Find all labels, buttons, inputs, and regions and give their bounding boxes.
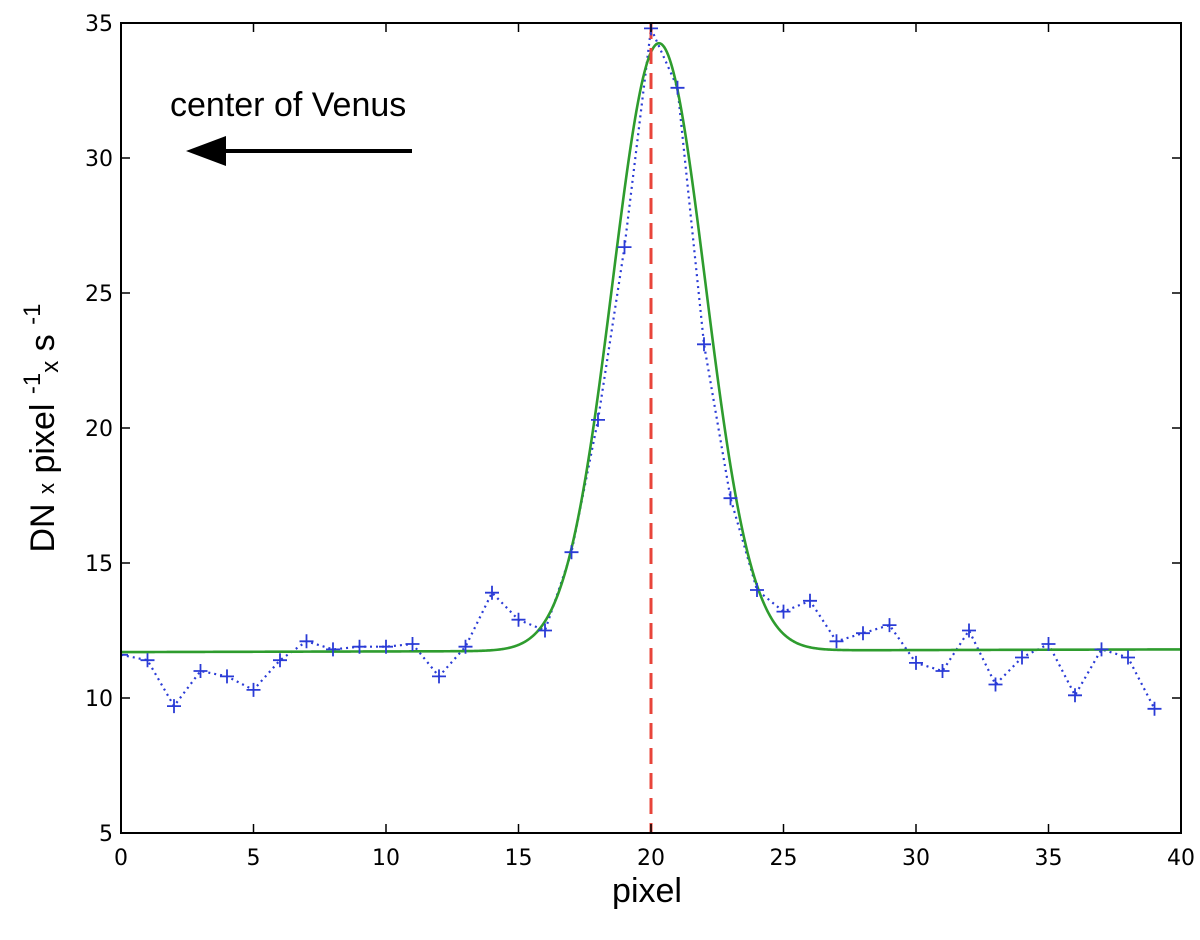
data-point xyxy=(326,642,340,657)
x-tick-label: 10 xyxy=(372,846,400,871)
y-tick-label: 20 xyxy=(85,417,113,442)
data-point xyxy=(246,682,261,697)
data-point xyxy=(697,337,711,352)
data-point xyxy=(379,639,393,654)
data-point xyxy=(167,699,181,714)
y-tick-label: 35 xyxy=(85,12,113,37)
data-point xyxy=(856,626,870,641)
x-tick-label: 35 xyxy=(1035,846,1063,871)
y-axis-title-unit: s xyxy=(24,334,62,351)
data-point xyxy=(776,604,791,619)
y-tick-label: 25 xyxy=(85,282,113,307)
y-tick-label: 15 xyxy=(85,552,113,577)
x-tick-label: 15 xyxy=(505,846,533,871)
data-point xyxy=(750,583,764,597)
data-point xyxy=(485,585,499,600)
data-point xyxy=(617,240,632,255)
data-point xyxy=(1147,701,1162,716)
data-point xyxy=(882,618,897,633)
x-tick-label: 20 xyxy=(637,846,665,871)
data-point xyxy=(962,623,976,638)
x-tick-label: 0 xyxy=(114,846,128,871)
x-tick-label: 30 xyxy=(902,846,930,871)
data-point xyxy=(220,669,234,684)
data-point xyxy=(1041,637,1056,651)
plot-area xyxy=(121,23,1181,833)
svg-text:DN x pixel -1x s -1: DN x pixel -1x s -1 xyxy=(19,304,66,553)
y-axis-title-base: DN xyxy=(24,503,62,552)
data-point xyxy=(591,412,605,427)
data-point xyxy=(352,639,367,654)
data-point xyxy=(803,593,817,608)
annotation-text: center of Venus xyxy=(170,86,406,124)
y-tick-label: 5 xyxy=(99,822,113,847)
y-axis-title-exp2: -1 xyxy=(19,304,46,325)
y-tick-label: 30 xyxy=(85,147,113,172)
data-point xyxy=(432,669,446,684)
data-point xyxy=(299,634,314,649)
data-point xyxy=(1121,650,1135,665)
data-point xyxy=(273,653,287,668)
data-point xyxy=(1068,688,1082,703)
data-point xyxy=(121,647,128,662)
data-point xyxy=(988,677,1003,692)
x-tick-label: 25 xyxy=(770,846,798,871)
x-tick-label: 40 xyxy=(1167,846,1195,871)
data-point xyxy=(723,491,738,506)
data-point xyxy=(193,664,208,678)
data-point xyxy=(935,664,950,678)
y-axis-title: DN x pixel -1x s -1 xyxy=(19,304,66,553)
data-point xyxy=(140,653,155,668)
left-arrow-icon xyxy=(186,136,412,166)
data-point xyxy=(538,623,552,638)
measured-series-line xyxy=(121,24,1156,710)
y-axis-title-x2: x xyxy=(37,361,64,373)
y-axis-title-x1: x xyxy=(34,483,59,494)
data-point xyxy=(1015,650,1029,665)
data-point xyxy=(670,80,685,95)
data-point xyxy=(829,634,844,649)
data-point xyxy=(405,637,420,651)
y-tick-label: 10 xyxy=(85,687,113,712)
y-axis-title-mid: pixel xyxy=(24,404,62,474)
x-tick-label: 5 xyxy=(247,846,261,871)
x-axis-title: pixel xyxy=(612,872,682,910)
data-point xyxy=(564,545,579,560)
y-axis-title-exp1: -1 xyxy=(19,373,46,394)
data-point xyxy=(1094,642,1109,657)
data-point xyxy=(458,639,473,654)
data-point xyxy=(511,612,526,627)
data-point xyxy=(909,655,923,670)
